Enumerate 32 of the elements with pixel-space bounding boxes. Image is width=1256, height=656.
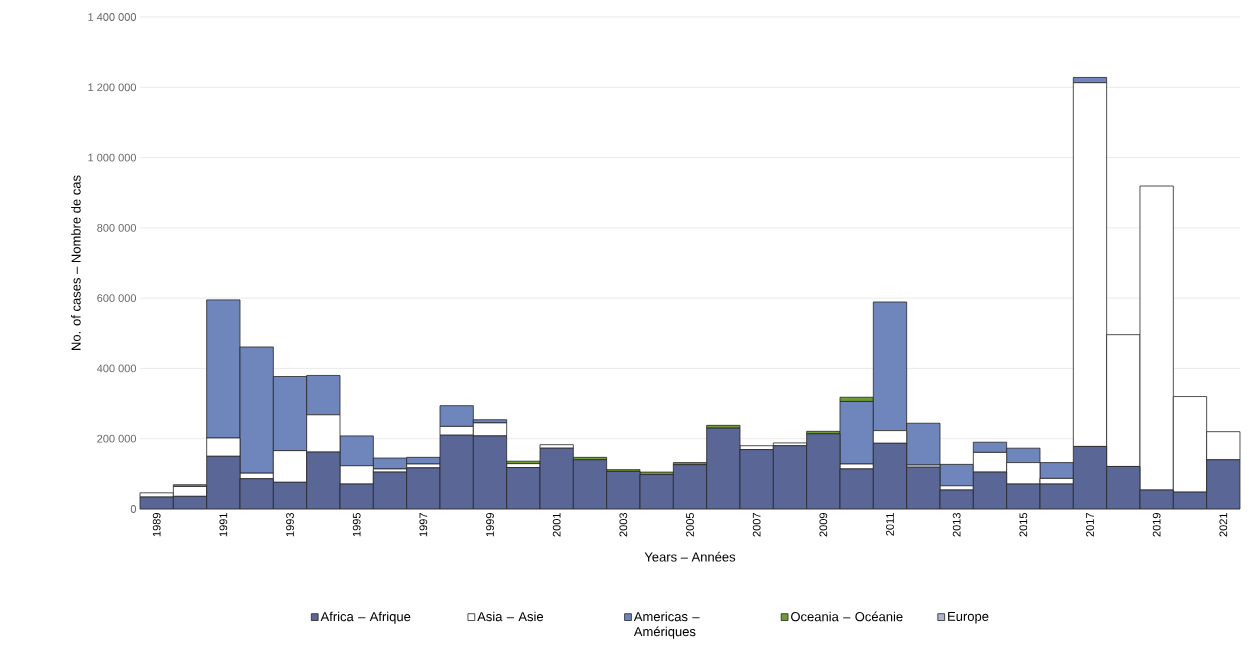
x-tick-label: 2003 [619, 513, 628, 537]
x-tick-label: 1989 [152, 513, 161, 537]
x-tick-label: 1993 [286, 513, 294, 537]
y-tick-label: 1 000 000 [88, 153, 137, 162]
x-tick-label: 2007 [752, 513, 761, 537]
legend-label: Oceania – Océanie [791, 611, 903, 622]
legend-label: Americas – Amériques [633, 611, 700, 639]
x-tick-label: 1991 [219, 513, 228, 537]
x-tick-label: 2001 [552, 513, 561, 537]
y-axis-title: No. of cases – Nombre de cas [71, 175, 81, 350]
x-tick-label: 1995 [352, 513, 361, 537]
x-axis-title: Years – Années [644, 551, 736, 562]
y-tick-label: 0 [130, 505, 137, 513]
y-tick-label: 1 400 000 [88, 13, 137, 21]
legend-label: Asia – Asie [477, 611, 544, 622]
x-tick-label: 2021 [1219, 513, 1228, 537]
y-tick-label: 200 000 [97, 434, 137, 443]
y-tick-label: 800 000 [97, 223, 137, 232]
y-tick-label: 600 000 [97, 294, 137, 303]
y-tick-label: 1 200 000 [88, 83, 137, 92]
legend-label: Europe [948, 611, 989, 624]
x-tick-label: 2017 [1086, 513, 1094, 537]
x-tick-label: 2009 [819, 513, 828, 537]
x-tick-label: 2013 [952, 513, 961, 537]
legend-label: Africa – Afrique [320, 611, 411, 624]
x-tick-label: 2015 [1019, 513, 1028, 537]
x-tick-label: 2005 [686, 513, 694, 537]
x-tick-label: 1997 [419, 513, 428, 537]
x-tick-label: 2011 [886, 513, 894, 536]
x-tick-label: 1999 [486, 513, 494, 537]
x-tick-label: 2019 [1152, 513, 1161, 537]
y-tick-label: 400 000 [96, 364, 137, 373]
